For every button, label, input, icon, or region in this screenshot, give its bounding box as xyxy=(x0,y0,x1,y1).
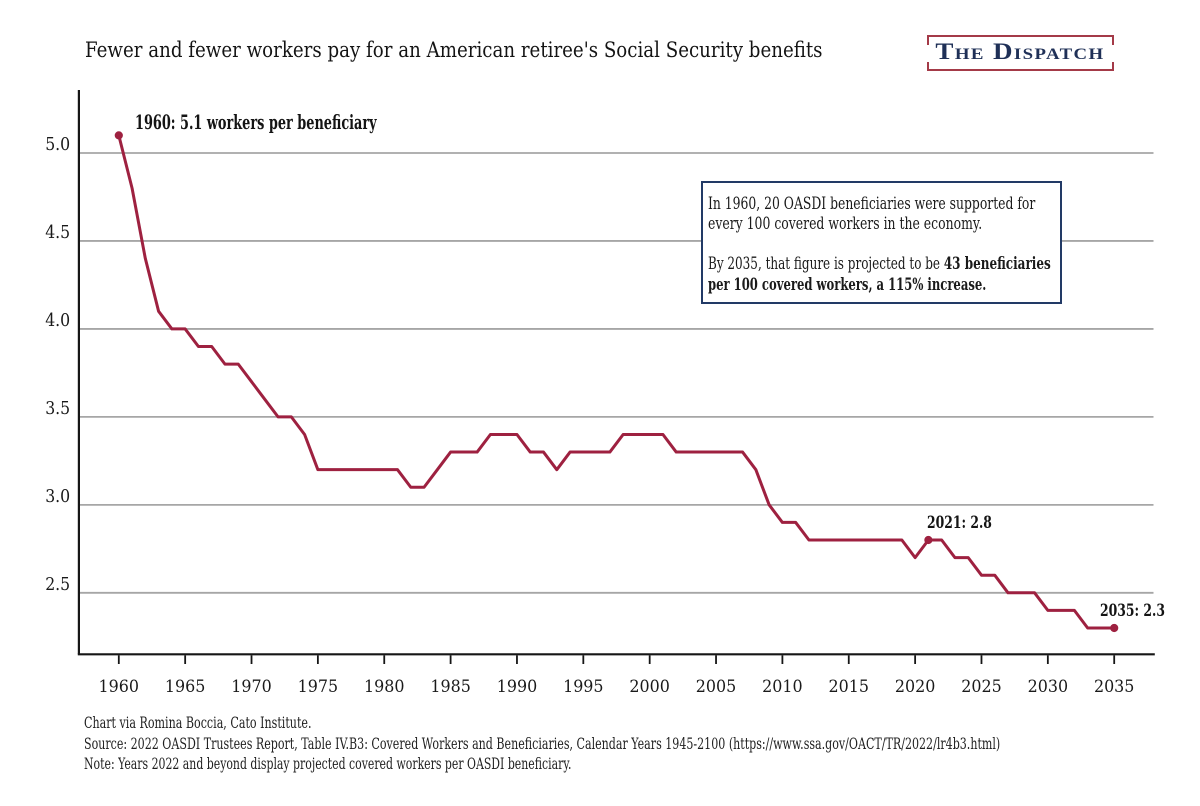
marker-1960 xyxy=(114,131,123,140)
annotation-2021: 2021: 2.8 xyxy=(927,512,1016,533)
annotation-2035-text: 2035: 2.3 xyxy=(1099,601,1165,622)
y-tick-label-4.0: 4.0 xyxy=(45,311,70,331)
x-tick-label-2030: 2030 xyxy=(1028,677,1069,697)
x-tick-label-2035: 2035 xyxy=(1094,677,1135,697)
x-tick-label-1975: 1975 xyxy=(298,677,339,697)
dispatch-logo: The Dispatch xyxy=(925,34,1115,71)
callout-run: In 1960, 20 OASDI beneficiaries were sup… xyxy=(708,192,1036,213)
callout-run-bold: 43 beneficiaries xyxy=(944,253,1051,274)
annotation-1960: 1960: 5.1 workers per beneficiary xyxy=(135,113,496,132)
callout-line: In 1960, 20 OASDI beneficiaries were sup… xyxy=(708,193,1035,213)
y-tick-label-5.0: 5.0 xyxy=(45,135,70,155)
y-axis-tick-labels: 5.0 4.5 4.0 3.5 3.0 2.5 xyxy=(45,135,70,595)
x-tick-label-2020: 2020 xyxy=(895,677,936,697)
annotation-2021-text: 2021: 2.8 xyxy=(927,512,993,533)
x-tick-label-1990: 1990 xyxy=(497,677,538,697)
y-tick-label-4.5: 4.5 xyxy=(45,223,70,243)
y-tick-label-3.5: 3.5 xyxy=(45,399,70,419)
x-tick-label-2015: 2015 xyxy=(829,677,870,697)
callout-run: By 2035, that figure is projected to be xyxy=(708,253,945,274)
data-point-markers xyxy=(114,131,1119,633)
x-tick-label-1995: 1995 xyxy=(563,677,604,697)
callout-box: In 1960, 20 OASDI beneficiaries were sup… xyxy=(701,180,1063,305)
y-tick-label-3.0: 3.0 xyxy=(45,487,70,507)
footer-source: Source: 2022 OASDI Trustees Report, Tabl… xyxy=(83,733,1000,753)
gridlines xyxy=(80,152,1154,594)
footer-note: Note: Years 2022 and beyond display proj… xyxy=(83,754,572,774)
marker-2035 xyxy=(1110,623,1119,633)
x-axis-tick-labels: 1960 1965 1970 1975 1980 1985 1990 1995 2000 2005… xyxy=(99,677,1135,697)
annotation-1960-text: 1960: 5.1 workers per beneficiary xyxy=(135,110,378,134)
x-tick-label-2005: 2005 xyxy=(696,677,737,697)
x-tick-label-2025: 2025 xyxy=(961,677,1002,697)
x-tick-label-1980: 1980 xyxy=(364,677,405,697)
callout-run: every 100 covered workers in the economy… xyxy=(708,213,983,234)
chart-title: Fewer and fewer workers pay for an Ameri… xyxy=(85,40,956,62)
x-tick-label-1970: 1970 xyxy=(231,677,272,697)
chart-title-text: Fewer and fewer workers pay for an Ameri… xyxy=(84,37,823,63)
x-tick-label-2000: 2000 xyxy=(629,677,670,697)
x-tick-label-1965: 1965 xyxy=(165,677,206,697)
annotation-2035: 2035: 2.3 xyxy=(1100,603,1189,620)
footer-credit: Chart via Romina Boccia, Cato Institute. xyxy=(83,713,312,733)
footer-notes: Chart via Romina Boccia, Cato Institute.… xyxy=(84,713,1200,774)
y-tick-label-2.5: 2.5 xyxy=(45,575,70,595)
callout-line: per 100 covered workers, a 115% increase… xyxy=(708,274,986,294)
callout-line: By 2035, that figure is projected to be … xyxy=(708,253,1051,273)
x-tick-label-2010: 2010 xyxy=(762,677,803,697)
logo-border-gap-left xyxy=(925,45,930,63)
logo-border-gap-right xyxy=(1111,45,1115,63)
x-tick-label-1985: 1985 xyxy=(430,677,471,697)
callout-line: every 100 covered workers in the economy… xyxy=(708,213,982,233)
logo-wordmark: The Dispatch xyxy=(935,38,1105,64)
x-tick-label-1960: 1960 xyxy=(99,677,140,697)
data-line xyxy=(117,133,1116,630)
axes xyxy=(77,90,1155,664)
marker-2021 xyxy=(924,535,933,545)
callout-text: In 1960, 20 OASDI beneficiaries were sup… xyxy=(708,193,1185,294)
callout-run-bold: per 100 covered workers, a 115% increase… xyxy=(708,273,987,294)
